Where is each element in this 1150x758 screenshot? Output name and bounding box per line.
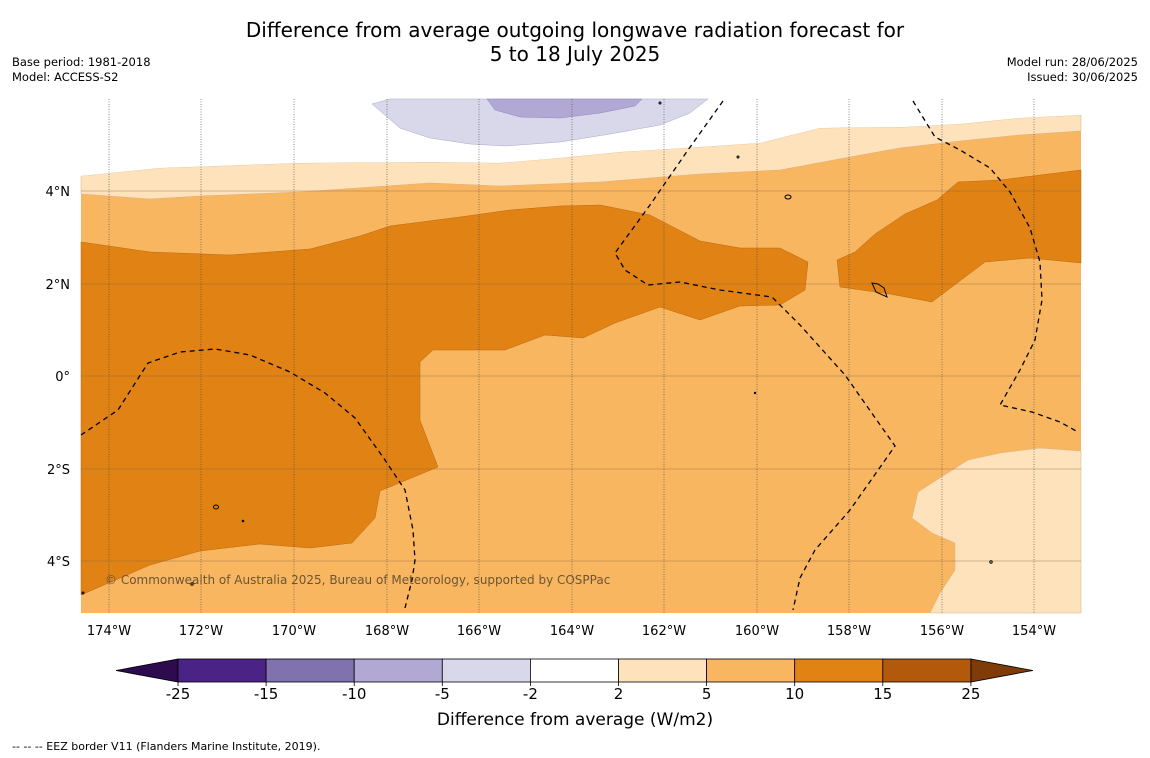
- title-line-2: 5 to 18 July 2025: [489, 42, 661, 66]
- colorbar-tick-label: -2: [523, 685, 538, 703]
- lon-label: 168°W: [365, 624, 409, 639]
- lon-label: 158°W: [827, 624, 871, 639]
- colorbar-tick-label: -15: [254, 685, 279, 703]
- lat-label: 2°N: [46, 278, 71, 293]
- colorbar-tick-label: 25: [961, 685, 980, 703]
- latitude-gridlines: [81, 190, 1081, 562]
- island: [213, 504, 219, 510]
- colorbar-segment: [353, 658, 443, 683]
- lon-label: 170°W: [272, 624, 316, 639]
- longitude-labels: 174°W 172°W 170°W 168°W 166°W 164°W 162°…: [87, 624, 1056, 639]
- island: [190, 582, 194, 586]
- model-info: Base period: 1981-2018 Model: ACCESS-S2: [12, 55, 151, 85]
- colorbar: -25 -15 -10 -5 -2 2 5 10 15 25: [115, 658, 1033, 703]
- lon-label: 164°W: [550, 624, 594, 639]
- colorbar-segment: [882, 658, 972, 683]
- lat-label: 0°: [55, 370, 70, 385]
- island: [753, 391, 757, 395]
- eez-border-west: [80, 348, 416, 609]
- lon-label: 174°W: [87, 624, 131, 639]
- model-run-date: Model run: 28/06/2025: [1006, 55, 1138, 69]
- lat-label: 2°S: [47, 463, 70, 478]
- contour-band-10-15-east: [836, 169, 1082, 303]
- colorbar-under-arrow: [115, 658, 179, 683]
- colorbar-tick-label: 2: [614, 685, 624, 703]
- eez-border-central: [614, 100, 896, 611]
- eez-borders: [80, 100, 1079, 611]
- colorbar-tick-label: 15: [873, 685, 892, 703]
- issued-date: Issued: 30/06/2025: [1027, 70, 1138, 84]
- lon-label: 162°W: [642, 624, 686, 639]
- colorbar-segment: [441, 658, 531, 683]
- eez-legend-note: -- -- -- EEZ border V11 (Flanders Marine…: [12, 740, 321, 753]
- map-title: Difference from average outgoing longwav…: [0, 18, 1150, 66]
- latitude-labels: 4°N 2°N 0° 2°S 4°S: [46, 185, 71, 570]
- colorbar-title: Difference from average (W/m2): [436, 710, 714, 730]
- island: [871, 282, 888, 298]
- colorbar-segment: [618, 658, 707, 683]
- islands: [81, 101, 993, 595]
- contour-band-neg-10-5: [486, 98, 643, 119]
- colorbar-segment: [530, 658, 619, 683]
- island: [989, 560, 993, 564]
- run-info: Model run: 28/06/2025 Issued: 30/06/2025: [1007, 55, 1138, 85]
- colorbar-tick-label: -10: [342, 685, 367, 703]
- colorbar-segment: [177, 658, 267, 683]
- map-plot-area: © Commonwealth of Australia 2025, Bureau…: [80, 98, 1082, 614]
- island: [784, 194, 792, 200]
- model-name: Model: ACCESS-S2: [12, 70, 119, 84]
- base-period: Base period: 1981-2018: [12, 55, 151, 69]
- contour-band-2-5-southeast: [911, 447, 1082, 614]
- copyright-text: © Commonwealth of Australia 2025, Bureau…: [105, 573, 610, 587]
- lon-label: 166°W: [457, 624, 501, 639]
- island: [81, 591, 85, 595]
- colorbar-segment: [706, 658, 796, 683]
- lon-label: 154°W: [1012, 624, 1056, 639]
- title-line-1: Difference from average outgoing longwav…: [245, 18, 905, 42]
- lon-label: 172°W: [179, 624, 223, 639]
- island: [241, 519, 245, 523]
- contour-band-neg-5-2: [371, 98, 709, 147]
- colorbar-segment: [794, 658, 884, 683]
- island: [736, 155, 740, 159]
- island: [658, 101, 662, 105]
- lon-label: 160°W: [735, 624, 779, 639]
- eez-border-east: [912, 100, 1079, 433]
- lat-label: 4°S: [47, 555, 70, 570]
- contour-band-2-5-north: [80, 114, 1082, 200]
- colorbar-over-arrow: [970, 658, 1033, 683]
- lat-label: 4°N: [46, 185, 71, 200]
- colorbar-tick-label: 5: [702, 685, 712, 703]
- lon-label: 156°W: [920, 624, 964, 639]
- colorbar-tick-label: -5: [435, 685, 450, 703]
- contour-band-10-15-west: [80, 204, 809, 596]
- colorbar-tick-label: -25: [166, 685, 191, 703]
- colorbar-tick-label: 10: [785, 685, 804, 703]
- colorbar-segment: [265, 658, 355, 683]
